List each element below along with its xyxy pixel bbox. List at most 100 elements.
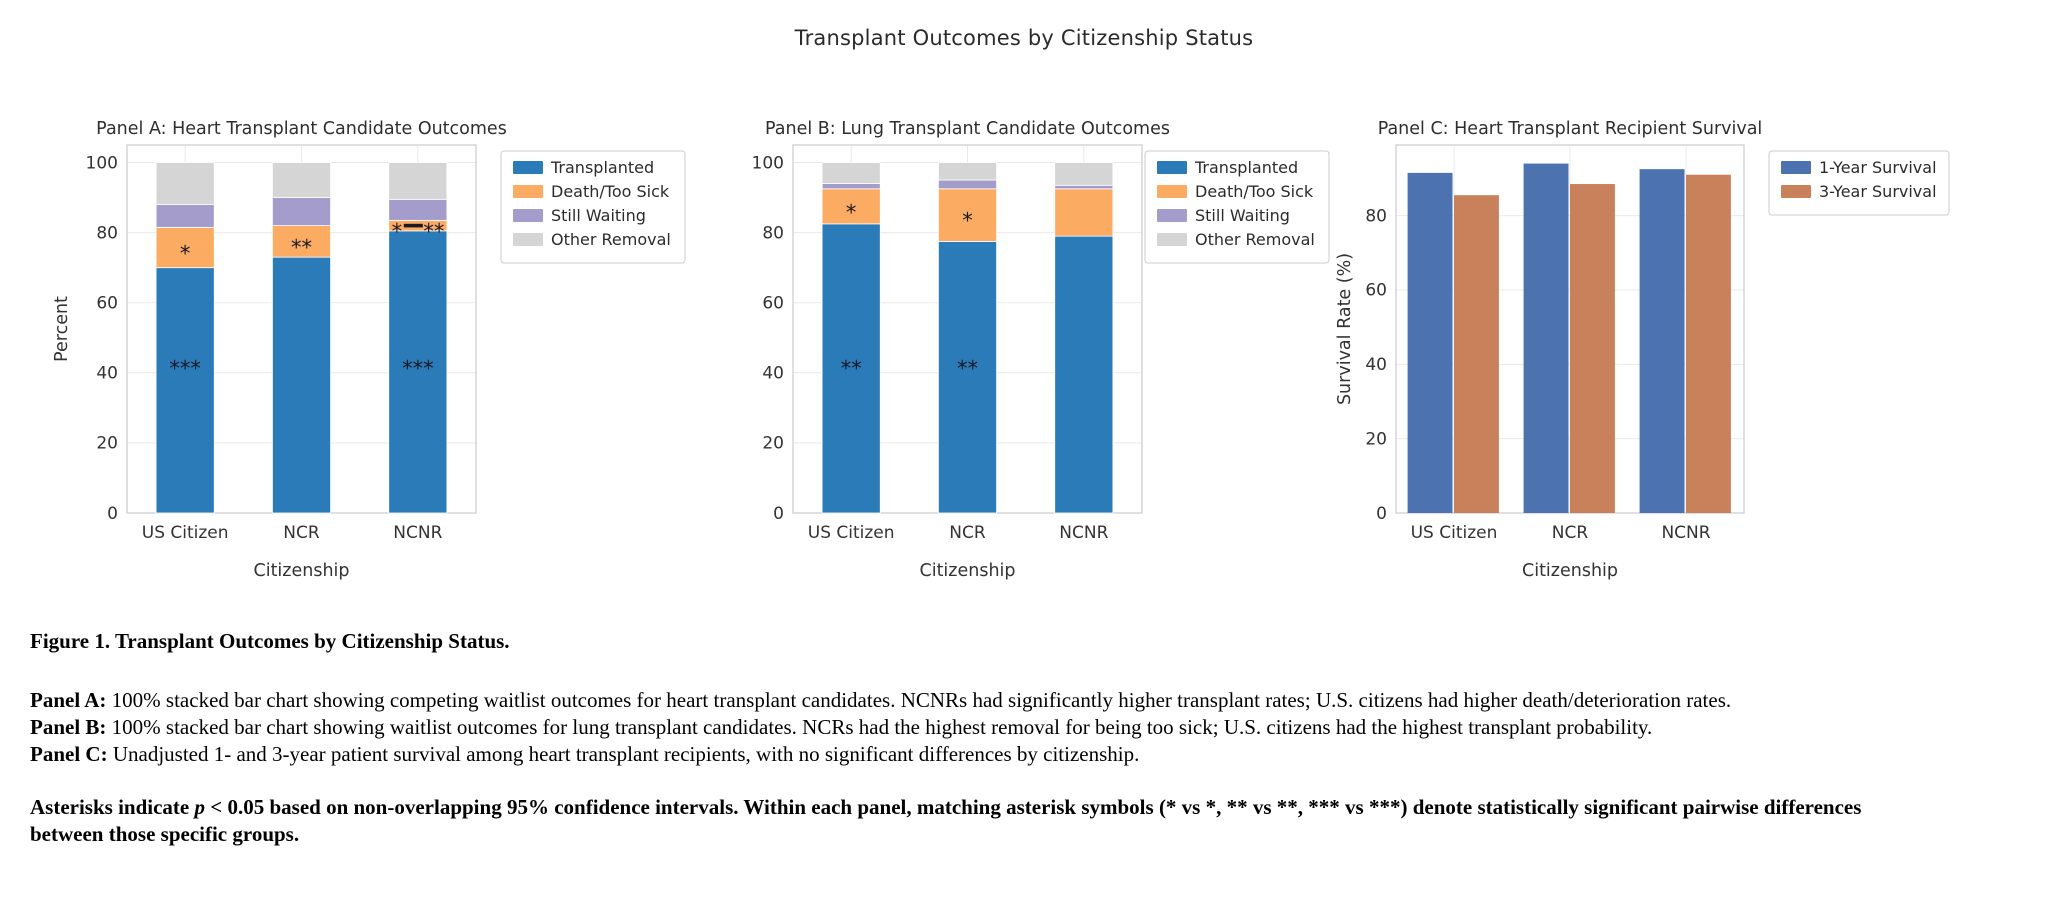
legend-swatch — [513, 233, 543, 246]
y-tick-label: 80 — [1365, 206, 1387, 226]
significance-marker: ** — [957, 356, 978, 380]
bar-segment — [1054, 188, 1114, 237]
legend-label: Still Waiting — [551, 206, 646, 225]
legend-box — [1144, 150, 1330, 264]
bar-segment — [388, 162, 448, 200]
caption-panel-b-label: Panel B: — [30, 715, 107, 739]
legend-swatch — [1157, 161, 1187, 174]
y-tick-label: 20 — [1365, 429, 1387, 449]
y-tick-label: 100 — [86, 153, 118, 173]
bar-segment — [821, 162, 881, 184]
x-axis-title: Citizenship — [253, 561, 349, 581]
caption-footnote-start: Asterisks indicate — [30, 795, 195, 819]
legend-label: 3-Year Survival — [1819, 182, 1937, 201]
y-tick-label: 20 — [96, 434, 118, 454]
y-tick-label: 20 — [762, 434, 784, 454]
bar — [1523, 163, 1569, 513]
bar-segment — [155, 226, 215, 269]
significance-marker: *** — [169, 356, 201, 380]
x-tick-label: NCR — [1552, 523, 1589, 543]
legend-label: Other Removal — [551, 230, 671, 249]
legend-label: Still Waiting — [1195, 206, 1290, 225]
caption-panel-a-text: 100% stacked bar chart showing competing… — [111, 688, 1732, 712]
bar — [1407, 172, 1453, 513]
legend-swatch — [1781, 161, 1811, 174]
x-tick-label: US Citizen — [808, 523, 895, 543]
legend-swatch — [1157, 233, 1187, 246]
y-tick-label: 80 — [762, 223, 784, 243]
y-tick-label: 60 — [762, 293, 784, 313]
legend-label: Death/Too Sick — [551, 182, 670, 201]
y-tick-label: 100 — [752, 153, 784, 173]
bar-segment — [821, 188, 881, 225]
legend-swatch — [513, 185, 543, 198]
bar-segment — [155, 204, 215, 228]
caption-panel-b-note: Panel B: 100% stacked bar chart showing … — [30, 714, 2038, 741]
bar — [1570, 184, 1615, 513]
significance-marker: * — [962, 208, 973, 232]
y-tick-label: 0 — [1376, 504, 1387, 524]
y-tick-label: 60 — [1365, 281, 1387, 301]
legend-swatch — [513, 209, 543, 222]
x-tick-label: NCNR — [393, 523, 442, 543]
y-tick-label: 40 — [1365, 355, 1387, 375]
panel-panel_c: 0 20 40 60 80 US Citizen NCR NCNR Citizenship Sur… — [1335, 119, 1950, 581]
y-tick-label: 40 — [96, 364, 118, 384]
caption-panel-c-note: Panel C: Unadjusted 1- and 3-year patien… — [30, 741, 2038, 768]
bar-segment — [388, 198, 448, 221]
bar-segment — [938, 240, 997, 514]
bar-segment — [272, 256, 331, 514]
legend-box — [500, 150, 686, 264]
x-axis-title: Citizenship — [919, 561, 1015, 581]
y-tick-label: 60 — [96, 293, 118, 313]
significance-marker: ** — [841, 356, 862, 380]
y-tick-label: 40 — [762, 364, 784, 384]
legend-swatch — [513, 161, 543, 174]
y-axis-title: Percent — [52, 296, 72, 362]
panel-title: Panel C: Heart Transplant Recipient Surv… — [1378, 119, 1763, 139]
caption-footnote-p: p — [194, 795, 206, 819]
legend-label: 1-Year Survival — [1819, 158, 1937, 177]
y-tick-label: 0 — [107, 504, 118, 524]
x-axis-title: Citizenship — [1522, 561, 1618, 581]
significance-marker: ** — [291, 235, 312, 259]
significance-marker: * — [846, 201, 857, 225]
x-tick-label: NCR — [949, 523, 986, 543]
significance-marker: * — [392, 220, 403, 244]
bar-segment — [272, 197, 331, 227]
x-tick-label: US Citizen — [1411, 523, 1498, 543]
x-tick-label: NCR — [283, 523, 320, 543]
bar-segment — [1054, 184, 1114, 190]
caption-footnote-end: < 0.05 based on non-overlapping 95% conf… — [30, 795, 1862, 846]
figure-title: Transplant Outcomes by Citizenship Statu… — [794, 26, 1254, 50]
significance-marker: ** — [423, 220, 444, 244]
figure-caption: Figure 1. Transplant Outcomes by Citizen… — [30, 628, 2038, 848]
caption-panel-a-note: Panel A: 100% stacked bar chart showing … — [30, 687, 2038, 714]
bar — [1454, 195, 1499, 513]
caption-panel-c-text: Unadjusted 1- and 3-year patient surviva… — [112, 742, 1140, 766]
x-tick-label: NCNR — [1059, 523, 1108, 543]
bar-segment — [272, 162, 331, 198]
bar-segment — [155, 162, 215, 205]
bar-segment — [821, 223, 881, 514]
y-tick-label: 80 — [96, 223, 118, 243]
bar-segment — [938, 188, 997, 242]
legend-label: Death/Too Sick — [1195, 182, 1314, 201]
caption-panel-a-label: Panel A: — [30, 688, 107, 712]
significance-marker: *** — [402, 356, 434, 380]
bar-segment — [938, 162, 997, 181]
y-axis-title: Survival Rate (%) — [1335, 253, 1355, 405]
significance-dash — [403, 223, 423, 228]
panel-title: Panel A: Heart Transplant Candidate Outc… — [96, 119, 507, 139]
caption-panel-b-text: 100% stacked bar chart showing waitlist … — [111, 715, 1653, 739]
legend-label: Transplanted — [550, 158, 654, 177]
legend-box — [1768, 150, 1950, 216]
caption-panel-c-label: Panel C: — [30, 742, 108, 766]
caption-footnote: Asterisks indicate p < 0.05 based on non… — [30, 794, 1900, 848]
bar-segment — [155, 267, 215, 514]
bar-segment — [1054, 162, 1114, 186]
legend-swatch — [1157, 209, 1187, 222]
